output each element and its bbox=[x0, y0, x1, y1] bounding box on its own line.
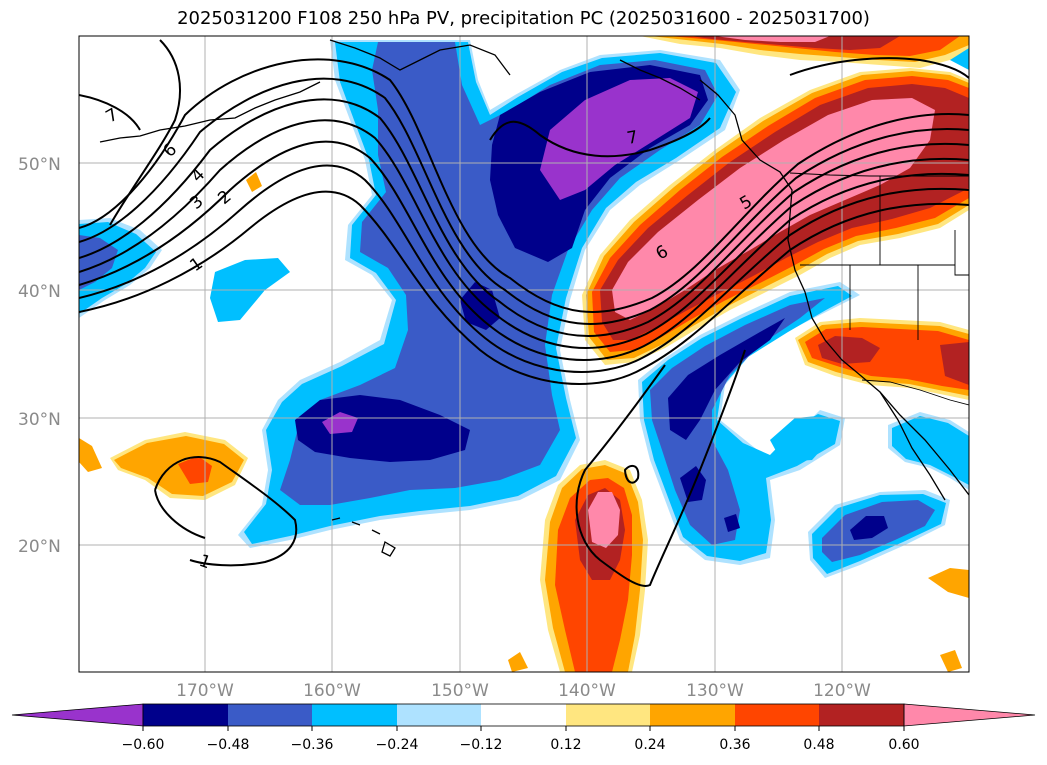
colorbar-tick-label: 0.36 bbox=[719, 737, 750, 753]
pv-contour-south bbox=[575, 349, 746, 587]
precip-neg-purple bbox=[540, 78, 698, 200]
colorbar-tick-label: 0.60 bbox=[888, 737, 919, 753]
precip-pos-small-c bbox=[508, 652, 528, 672]
precip-neg-dark-2 bbox=[295, 395, 470, 462]
coastline-alaska bbox=[329, 39, 511, 76]
precip-neg-coast-dark-2 bbox=[680, 466, 706, 502]
lon-label: 160°W bbox=[303, 681, 361, 701]
colorbar-frame bbox=[142, 703, 905, 727]
precip-pos-se-darkred bbox=[818, 336, 880, 364]
lat-label: 30°N bbox=[18, 410, 61, 430]
colorbar-tick-label: −0.36 bbox=[291, 737, 334, 753]
pv-contour-small bbox=[623, 464, 640, 484]
coastline-panhandle bbox=[619, 59, 701, 101]
pv-contour-8 bbox=[109, 39, 181, 226]
lon-label: 120°W bbox=[813, 681, 871, 701]
precip-pos-small-b bbox=[940, 650, 962, 672]
state-lines bbox=[800, 176, 969, 340]
lat-label: 20°N bbox=[18, 537, 61, 557]
pv-contour-2 bbox=[79, 164, 969, 373]
pv-contour-3 bbox=[79, 140, 969, 361]
colorbar-tick-label: 0.12 bbox=[550, 737, 581, 753]
pv-contour-6 bbox=[79, 77, 969, 325]
colorbar-segment bbox=[735, 704, 819, 726]
aleutians bbox=[99, 81, 321, 143]
precip-pos-pink bbox=[612, 98, 935, 320]
pv-contour-7 bbox=[79, 58, 969, 313]
contour-label: 7 bbox=[625, 127, 639, 149]
map-frame bbox=[78, 35, 970, 673]
colorbar-tick-label: −0.60 bbox=[122, 737, 165, 753]
colorbar-segment bbox=[650, 704, 735, 726]
lon-label: 150°W bbox=[431, 681, 489, 701]
lon-label: 140°W bbox=[558, 681, 616, 701]
colorbar-tick-label: −0.48 bbox=[207, 737, 250, 753]
colorbar-segment bbox=[143, 704, 228, 726]
colorbar-tick-label: 0.24 bbox=[634, 737, 665, 753]
latitude-labels: 50°N 40°N 30°N 20°N bbox=[18, 155, 61, 557]
precip-neg-ne-cyan bbox=[892, 416, 969, 485]
colorbar-segment bbox=[397, 704, 481, 726]
precip-neg-coast-dark bbox=[668, 318, 785, 440]
precip-neg-isolated bbox=[770, 416, 830, 462]
precip-pos-edge bbox=[79, 438, 102, 472]
colorbar-segment bbox=[228, 704, 312, 726]
pv-contour-5 bbox=[79, 98, 969, 337]
colorbar-segment bbox=[312, 704, 397, 726]
border-us-mexico bbox=[861, 379, 969, 406]
hawaii-islands bbox=[331, 517, 396, 557]
colorbar: −0.60 −0.48 −0.36 −0.24 −0.12 0.12 0.24 … bbox=[11, 703, 1036, 753]
colorbar-extend-high bbox=[903, 703, 1036, 727]
precip-pos-west-orange bbox=[114, 436, 244, 496]
colorbar-ticks bbox=[142, 726, 905, 731]
precip-neg-se-dark bbox=[850, 516, 888, 540]
colorbar-tick-label: −0.12 bbox=[460, 737, 503, 753]
colorbar-segment bbox=[566, 704, 650, 726]
precip-pos-small-d bbox=[246, 172, 262, 192]
longitude-labels: 170°W 160°W 150°W 140°W 130°W 120°W bbox=[176, 681, 871, 701]
colorbar-segment bbox=[481, 704, 566, 726]
pv-contour-4 bbox=[79, 119, 969, 349]
lat-label: 50°N bbox=[18, 155, 61, 175]
pv-contours bbox=[79, 39, 969, 587]
precip-pos-se-darkred-2 bbox=[940, 342, 969, 385]
lon-label: 170°W bbox=[176, 681, 234, 701]
coastline-baja bbox=[879, 391, 946, 501]
lon-label: 130°W bbox=[686, 681, 744, 701]
precip-neg-coast-dark-3 bbox=[724, 514, 740, 532]
pv-contour-trough bbox=[489, 117, 711, 158]
map-title: 2025031200 F108 250 hPa PV, precipitatio… bbox=[177, 8, 870, 29]
precip-pos-south-pink bbox=[588, 492, 620, 548]
colorbar-tick-label: −0.24 bbox=[376, 737, 419, 753]
colorbar-tick-label: 0.48 bbox=[803, 737, 834, 753]
pv-contour-west-loop bbox=[154, 456, 298, 567]
lat-label: 40°N bbox=[18, 282, 61, 302]
pv-contour-ridge bbox=[789, 57, 969, 79]
precip-pos-small-a bbox=[928, 568, 969, 598]
pv-contour-1 bbox=[79, 190, 969, 385]
colorbar-extend-low bbox=[11, 703, 144, 727]
precip-neg-west-medium bbox=[79, 235, 118, 290]
pv-contour-9 bbox=[79, 94, 141, 131]
precip-pos-west-red bbox=[178, 456, 212, 484]
coastlines bbox=[99, 39, 969, 557]
coastline-north-america bbox=[699, 79, 969, 496]
colorbar-segment bbox=[819, 704, 904, 726]
precip-pos-top-pink bbox=[715, 36, 830, 42]
